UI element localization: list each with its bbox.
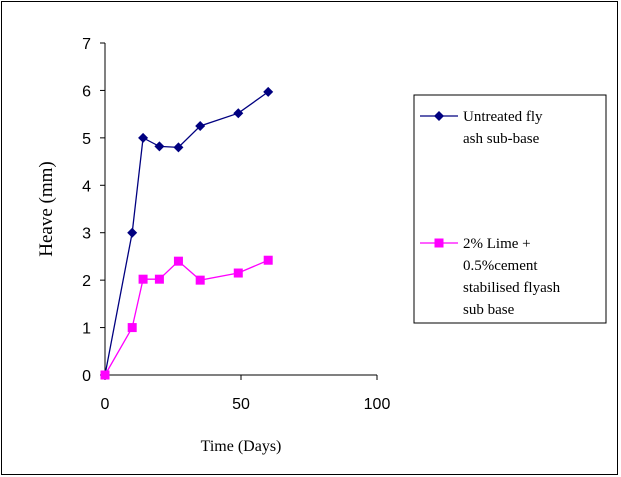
data-point <box>173 256 183 266</box>
data-point <box>173 142 184 153</box>
data-point <box>263 255 273 265</box>
data-point <box>154 141 165 152</box>
y-tick-label: 4 <box>82 178 91 195</box>
data-point <box>127 227 138 238</box>
legend-label: Untreated fly <box>463 109 543 125</box>
legend-items: Untreated fly ash sub-base 2% Lime + 0.5%ce… <box>420 109 561 318</box>
x-tick-label: 50 <box>232 396 250 413</box>
legend-label: stabilised flyash <box>463 280 561 296</box>
x-axis-title: Time (Days) <box>201 438 282 455</box>
series-1 <box>100 86 274 380</box>
y-tick-label: 2 <box>82 273 91 290</box>
data-point <box>263 86 274 97</box>
legend-box <box>413 94 607 324</box>
legend-label: ash sub-base <box>463 131 540 147</box>
legend-item-2: 2% Lime + 0.5%cement stabilised flyash sub … <box>420 236 561 318</box>
data-point <box>154 274 164 284</box>
x-axis-ticks: 0 50 100 <box>101 375 391 413</box>
x-tick-label: 100 <box>364 396 391 413</box>
legend-item-1: Untreated fly ash sub-base <box>420 109 543 147</box>
data-point <box>233 108 244 119</box>
y-tick-label: 5 <box>82 131 91 148</box>
plot-series <box>100 86 274 380</box>
y-axis-ticks: 0 1 2 3 4 5 6 7 <box>82 36 105 385</box>
data-point <box>100 370 110 380</box>
y-tick-label: 0 <box>82 368 91 385</box>
legend-label: 2% Lime + <box>463 236 531 252</box>
data-point <box>233 268 243 278</box>
data-point <box>195 275 205 285</box>
y-tick-label: 7 <box>82 36 91 53</box>
series-2 <box>100 255 273 380</box>
y-tick-label: 6 <box>82 83 91 100</box>
x-tick-label: 0 <box>101 396 110 413</box>
legend-label: sub base <box>463 302 515 318</box>
data-point <box>138 132 149 143</box>
series-line <box>104 259 269 376</box>
series-line <box>104 91 269 376</box>
data-point <box>138 274 148 284</box>
data-point <box>195 121 206 131</box>
legend-marker <box>434 111 444 121</box>
y-tick-label: 3 <box>82 226 91 243</box>
legend: Untreated fly ash sub-base 2% Lime + 0.5%ce… <box>413 94 607 324</box>
data-point <box>127 323 137 333</box>
y-axis-title: Heave (mm) <box>36 161 57 256</box>
y-tick-label: 1 <box>82 321 91 338</box>
legend-marker <box>434 238 444 248</box>
legend-label: 0.5%cement <box>463 258 538 274</box>
